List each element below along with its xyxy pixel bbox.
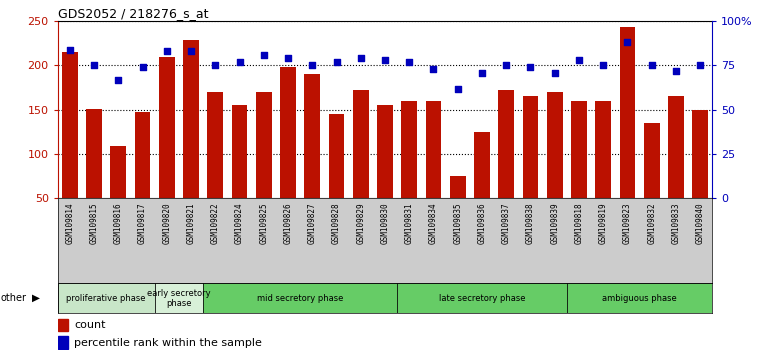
Bar — [110, 146, 126, 242]
Text: GSM109818: GSM109818 — [574, 202, 584, 244]
Text: GSM109840: GSM109840 — [695, 202, 705, 244]
Bar — [547, 92, 563, 242]
Bar — [155, 283, 203, 313]
Bar — [256, 92, 272, 242]
Text: GSM109824: GSM109824 — [235, 202, 244, 244]
Bar — [62, 52, 78, 242]
Bar — [232, 105, 247, 242]
Text: GSM109823: GSM109823 — [623, 202, 632, 244]
Text: late secretory phase: late secretory phase — [439, 294, 525, 303]
Bar — [377, 105, 393, 242]
Text: GSM109832: GSM109832 — [647, 202, 656, 244]
Bar — [668, 97, 684, 242]
Bar — [567, 283, 712, 313]
Bar — [203, 283, 397, 313]
Text: GSM109829: GSM109829 — [357, 202, 365, 244]
Point — [136, 64, 149, 70]
Bar — [86, 109, 102, 242]
Text: proliferative phase: proliferative phase — [66, 294, 146, 303]
Point — [524, 64, 537, 70]
Bar — [401, 101, 417, 242]
Text: GSM109838: GSM109838 — [526, 202, 535, 244]
Point — [185, 48, 197, 54]
Text: GSM109816: GSM109816 — [114, 202, 123, 244]
Text: ▶: ▶ — [32, 293, 40, 303]
Bar — [58, 283, 155, 313]
Text: GSM109828: GSM109828 — [332, 202, 341, 244]
Point — [330, 59, 343, 65]
Point — [233, 59, 246, 65]
Text: mid secretory phase: mid secretory phase — [257, 294, 343, 303]
Bar — [280, 67, 296, 242]
Bar — [692, 110, 708, 242]
Bar — [159, 57, 175, 242]
Text: GSM109814: GSM109814 — [65, 202, 75, 244]
Text: percentile rank within the sample: percentile rank within the sample — [74, 338, 262, 348]
Text: GSM109817: GSM109817 — [138, 202, 147, 244]
Point — [621, 40, 634, 45]
Text: GSM109839: GSM109839 — [551, 202, 559, 244]
Bar — [353, 90, 369, 242]
Text: GDS2052 / 218276_s_at: GDS2052 / 218276_s_at — [58, 7, 208, 20]
Text: GSM109820: GSM109820 — [162, 202, 172, 244]
Bar — [426, 101, 441, 242]
Text: early secretory
phase: early secretory phase — [147, 289, 211, 308]
Text: GSM109831: GSM109831 — [405, 202, 413, 244]
Bar — [620, 28, 635, 242]
Text: GSM109834: GSM109834 — [429, 202, 438, 244]
Point — [670, 68, 682, 74]
Point — [476, 70, 488, 75]
Text: other: other — [1, 293, 27, 303]
Bar — [329, 114, 344, 242]
Bar — [474, 132, 490, 242]
Bar — [207, 92, 223, 242]
Text: GSM109822: GSM109822 — [211, 202, 219, 244]
Text: GSM109827: GSM109827 — [308, 202, 316, 244]
Point — [573, 57, 585, 63]
Bar — [595, 101, 611, 242]
Point — [694, 63, 706, 68]
Text: GSM109836: GSM109836 — [477, 202, 487, 244]
Point — [258, 52, 270, 58]
Text: GSM109815: GSM109815 — [89, 202, 99, 244]
Text: GSM109833: GSM109833 — [671, 202, 681, 244]
Bar — [183, 40, 199, 242]
Point — [403, 59, 415, 65]
Point — [451, 86, 464, 91]
Point — [282, 56, 294, 61]
Bar — [58, 319, 68, 331]
Point — [64, 47, 76, 52]
Text: GSM109821: GSM109821 — [186, 202, 196, 244]
Text: ambiguous phase: ambiguous phase — [602, 294, 677, 303]
Point — [306, 63, 319, 68]
Bar — [58, 336, 68, 349]
Point — [355, 56, 367, 61]
Text: GSM109835: GSM109835 — [454, 202, 462, 244]
Point — [88, 63, 100, 68]
Point — [379, 57, 391, 63]
Text: GSM109826: GSM109826 — [283, 202, 293, 244]
Text: GSM109819: GSM109819 — [598, 202, 608, 244]
Point — [161, 48, 173, 54]
Text: GSM109825: GSM109825 — [259, 202, 268, 244]
Bar — [397, 283, 567, 313]
Bar — [450, 176, 466, 242]
Bar — [644, 123, 660, 242]
Text: GSM109830: GSM109830 — [380, 202, 390, 244]
Point — [597, 63, 609, 68]
Bar — [498, 90, 514, 242]
Point — [427, 66, 440, 72]
Bar — [523, 97, 538, 242]
Point — [548, 70, 561, 75]
Point — [500, 63, 512, 68]
Point — [112, 77, 125, 82]
Text: count: count — [74, 320, 105, 330]
Text: GSM109837: GSM109837 — [502, 202, 511, 244]
Bar — [304, 74, 320, 242]
Bar — [135, 112, 150, 242]
Point — [645, 63, 658, 68]
Point — [209, 63, 222, 68]
Bar — [571, 101, 587, 242]
